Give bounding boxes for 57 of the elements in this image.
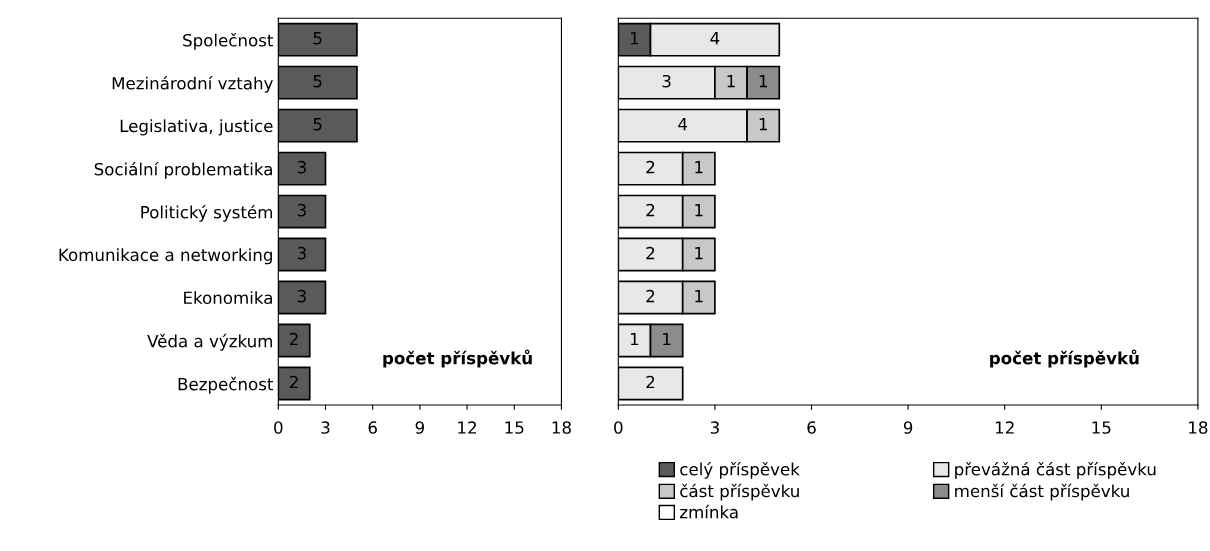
data-label: 1 [695,204,703,217]
data-label: 5 [313,118,322,131]
legend-label: převážná část příspěvku [955,461,1156,479]
x-tick-label: 3 [321,421,330,434]
data-label: 4 [710,32,720,45]
data-label: 1 [759,118,767,131]
y-tick-label: Mezinárodní vztahy [112,75,273,93]
annotation: počet příspěvků [990,349,1139,368]
x-tick-label: 6 [807,421,816,434]
data-label: 1 [630,32,639,45]
y-tick-label: Sociální problematika [94,161,272,179]
legend-label: menší část příspěvku [955,483,1129,501]
legend-label: zmínka [680,504,738,519]
x-tick-label: 12 [995,421,1014,434]
x-tick-label: 0 [614,421,623,434]
data-label: 3 [662,74,671,88]
y-tick-label: Ekonomika [184,291,272,305]
data-label: 2 [289,332,298,346]
data-label: 2 [289,375,298,389]
data-label: 4 [678,118,688,131]
data-label: 1 [727,75,735,88]
y-tick-label: Věda a výzkum [147,333,273,351]
data-label: 3 [297,160,306,174]
y-tick-label: Politický systém [141,204,273,222]
x-tick-label: 15 [505,421,524,434]
annotation: počet příspěvků [383,349,532,368]
data-label: 2 [646,375,655,389]
x-tick-label: 9 [415,421,424,434]
data-label: 1 [695,161,703,174]
data-label: 2 [646,203,655,217]
data-label: 2 [646,160,655,174]
x-tick-label: 3 [710,421,719,434]
x-tick-label: 15 [1092,421,1111,434]
data-label: 2 [646,289,655,303]
x-tick-label: 18 [1189,421,1208,434]
data-label: 3 [297,203,306,217]
y-tick-label: Legislativa, justice [120,119,273,136]
data-label: 5 [313,75,322,88]
legend-label: část příspěvku [680,483,799,501]
data-label: 1 [695,289,703,303]
data-label: 1 [630,332,639,346]
data-label: 1 [759,75,767,88]
data-label: 2 [646,246,655,260]
x-tick-label: 0 [274,421,283,434]
x-tick-label: 12 [458,421,476,434]
legend-label: celý příspěvek [680,461,800,479]
x-tick-label: 18 [552,421,571,434]
y-tick-label: Bezpečnost [178,376,274,394]
data-label: 5 [313,32,322,45]
y-tick-label: Komunikace a networking [59,248,272,265]
data-label: 3 [297,246,306,260]
data-label: 1 [663,332,671,346]
y-tick-label: Společnost [183,33,274,50]
data-label: 1 [695,247,703,260]
data-label: 3 [297,289,306,303]
x-tick-label: 9 [903,421,913,434]
x-tick-label: 6 [368,421,377,434]
